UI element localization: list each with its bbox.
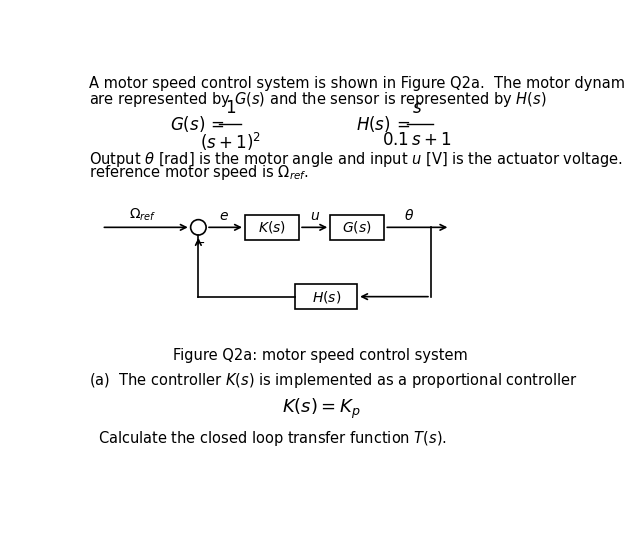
Text: $\Omega_{ref}$: $\Omega_{ref}$ [128,207,156,224]
Text: A motor speed control system is shown in Figure Q2a.  The motor dynamics: A motor speed control system is shown in… [89,77,626,91]
Text: $G(s)\,=$: $G(s)\,=$ [170,114,224,134]
Text: $1$: $1$ [225,99,236,117]
Text: are represented by $G(s)$ and the sensor is represented by $H(s)$: are represented by $G(s)$ and the sensor… [89,90,546,109]
Text: $s$: $s$ [412,99,422,117]
Text: $H(s)\,=$: $H(s)\,=$ [356,114,410,134]
Text: Output $\theta$ [rad] is the motor angle and input $u$ [V] is the actuator volta: Output $\theta$ [rad] is the motor angle… [89,149,626,168]
Text: reference motor speed is $\Omega_{ref}$.: reference motor speed is $\Omega_{ref}$. [89,164,309,183]
Text: (a)  The controller $K(s)$ is implemented as a proportional controller: (a) The controller $K(s)$ is implemented… [89,370,578,389]
Text: $-$: $-$ [194,236,205,249]
Bar [295,284,357,309]
Text: $K(s) = K_p$: $K(s) = K_p$ [282,397,360,421]
Text: $(s+1)^2$: $(s+1)^2$ [200,131,260,153]
Bar [330,215,384,240]
Text: $0.1\,s+1$: $0.1\,s+1$ [382,131,451,149]
Text: $\theta$: $\theta$ [404,208,414,224]
Text: $K(s)$: $K(s)$ [258,219,286,235]
Text: $H(s)$: $H(s)$ [312,289,341,305]
Text: Calculate the closed loop transfer function $T(s)$.: Calculate the closed loop transfer funct… [98,429,446,448]
Text: $u$: $u$ [309,210,320,224]
Text: $G(s)$: $G(s)$ [342,219,372,235]
Text: $e$: $e$ [219,210,229,224]
Bar [245,215,299,240]
Text: Figure Q2a: motor speed control system: Figure Q2a: motor speed control system [173,348,468,363]
